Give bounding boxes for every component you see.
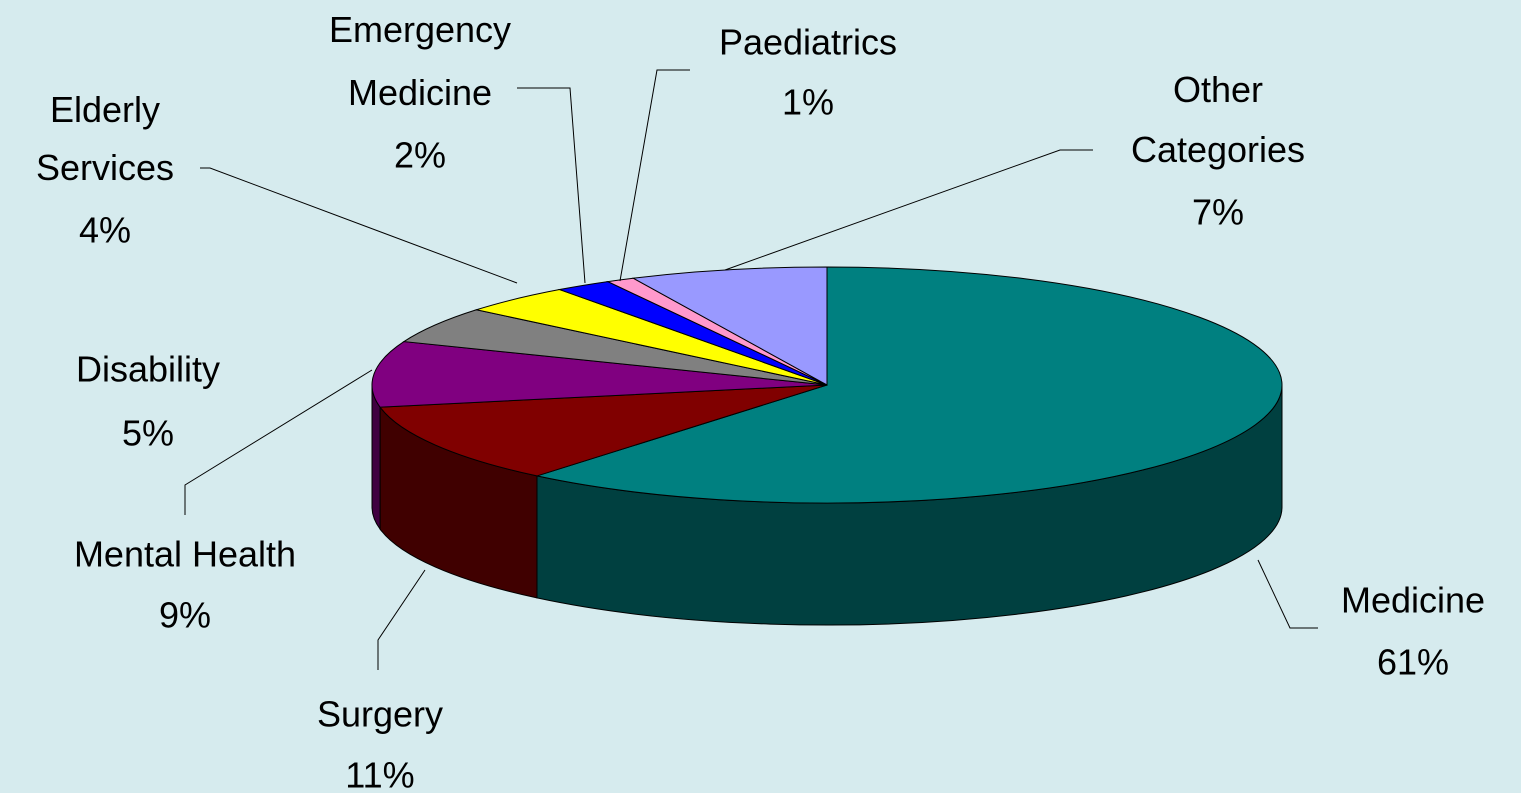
category-label: Mental Health	[74, 534, 296, 575]
category-label: Other Categories	[1131, 69, 1305, 170]
value-label: 5%	[122, 413, 174, 454]
value-label: 1%	[782, 82, 834, 123]
category-label: Disability	[76, 349, 220, 390]
label-line: Services	[36, 147, 174, 188]
leader-line	[1257, 559, 1318, 629]
pie-slice	[371, 341, 828, 408]
leader-line	[517, 87, 586, 284]
category-label: Medicine	[1341, 580, 1485, 621]
value-label: 2%	[394, 135, 446, 176]
label-line: Categories	[1131, 129, 1305, 170]
leader-line	[200, 167, 518, 284]
value-label: 4%	[79, 210, 131, 251]
label-line: Other	[1173, 69, 1263, 110]
label-line: Emergency	[329, 9, 511, 50]
pie-slice	[631, 266, 828, 386]
category-label: Elderly Services	[36, 89, 174, 188]
value-label: 11%	[345, 755, 414, 793]
leader-line	[619, 69, 690, 282]
value-label: 9%	[159, 595, 211, 636]
value-label: 61%	[1377, 642, 1449, 683]
leader-line	[377, 569, 426, 670]
value-label: 7%	[1192, 192, 1244, 233]
label-line: Elderly	[50, 89, 160, 130]
leader-line	[724, 149, 1093, 271]
pie-slice	[379, 384, 828, 477]
category-label: Surgery	[317, 694, 443, 735]
pie-slice	[402, 309, 828, 386]
label-line: Medicine	[348, 72, 492, 113]
pie-slice	[535, 266, 1283, 504]
leader-line	[184, 369, 373, 515]
category-label: Paediatrics	[719, 22, 897, 63]
category-label: Emergency Medicine	[329, 9, 511, 113]
pie-side	[371, 384, 381, 531]
